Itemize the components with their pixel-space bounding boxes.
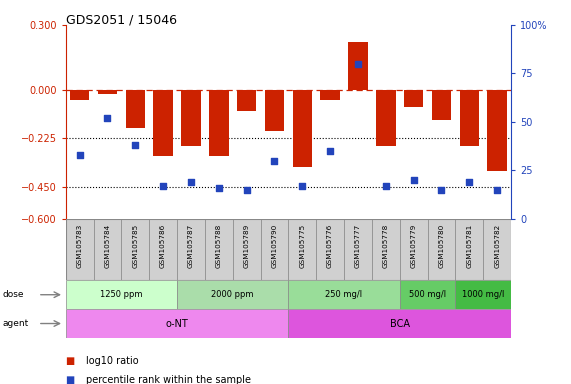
Bar bbox=[260, 219, 288, 280]
Bar bbox=[460, 89, 479, 146]
Point bbox=[409, 177, 418, 183]
Point bbox=[214, 185, 223, 191]
Point bbox=[353, 61, 363, 67]
Text: BCA: BCA bbox=[389, 318, 410, 329]
Point bbox=[103, 115, 112, 121]
Text: GSM105787: GSM105787 bbox=[188, 224, 194, 268]
Point bbox=[186, 179, 195, 185]
Text: agent: agent bbox=[3, 319, 29, 328]
Point bbox=[131, 142, 140, 148]
Bar bbox=[181, 89, 200, 146]
Bar bbox=[292, 89, 312, 167]
Point bbox=[297, 183, 307, 189]
Text: 500 mg/l: 500 mg/l bbox=[409, 290, 446, 299]
Text: dose: dose bbox=[3, 290, 25, 299]
Bar bbox=[400, 280, 456, 309]
Bar bbox=[400, 219, 428, 280]
Text: GSM105777: GSM105777 bbox=[355, 224, 361, 268]
Bar bbox=[66, 280, 177, 309]
Point bbox=[75, 152, 84, 158]
Bar bbox=[348, 42, 368, 89]
Bar bbox=[122, 219, 149, 280]
Bar bbox=[94, 219, 122, 280]
Bar bbox=[288, 309, 511, 338]
Text: GSM105780: GSM105780 bbox=[439, 224, 444, 268]
Bar bbox=[233, 219, 260, 280]
Text: 1250 ppm: 1250 ppm bbox=[100, 290, 143, 299]
Bar bbox=[177, 280, 288, 309]
Text: GSM105786: GSM105786 bbox=[160, 224, 166, 268]
Text: GDS2051 / 15046: GDS2051 / 15046 bbox=[66, 13, 176, 26]
Bar bbox=[154, 89, 173, 156]
Bar bbox=[209, 89, 228, 156]
Text: GSM105788: GSM105788 bbox=[216, 224, 222, 268]
Bar bbox=[428, 219, 456, 280]
Bar bbox=[288, 280, 400, 309]
Text: GSM105785: GSM105785 bbox=[132, 224, 138, 268]
Text: GSM105789: GSM105789 bbox=[244, 224, 250, 268]
Bar bbox=[432, 89, 451, 120]
Bar bbox=[404, 89, 423, 107]
Text: ■: ■ bbox=[66, 356, 78, 366]
Text: GSM105784: GSM105784 bbox=[104, 224, 110, 268]
Point bbox=[465, 179, 474, 185]
Text: GSM105778: GSM105778 bbox=[383, 224, 389, 268]
Bar bbox=[205, 219, 233, 280]
Bar bbox=[98, 89, 117, 94]
Bar bbox=[376, 89, 396, 146]
Text: ■: ■ bbox=[66, 375, 78, 384]
Text: GSM105776: GSM105776 bbox=[327, 224, 333, 268]
Text: percentile rank within the sample: percentile rank within the sample bbox=[86, 375, 251, 384]
Text: GSM105782: GSM105782 bbox=[494, 224, 500, 268]
Point bbox=[325, 148, 335, 154]
Text: 2000 ppm: 2000 ppm bbox=[211, 290, 254, 299]
Text: GSM105781: GSM105781 bbox=[467, 224, 472, 268]
Bar bbox=[483, 219, 511, 280]
Bar bbox=[66, 219, 94, 280]
Text: GSM105783: GSM105783 bbox=[77, 224, 83, 268]
Text: log10 ratio: log10 ratio bbox=[86, 356, 138, 366]
Bar bbox=[316, 219, 344, 280]
Point bbox=[437, 187, 446, 193]
Point bbox=[270, 157, 279, 164]
Point bbox=[493, 187, 502, 193]
Bar bbox=[177, 219, 205, 280]
Text: GSM105779: GSM105779 bbox=[411, 224, 417, 268]
Point bbox=[242, 187, 251, 193]
Bar bbox=[70, 89, 89, 100]
Text: o-NT: o-NT bbox=[166, 318, 188, 329]
Bar bbox=[320, 89, 340, 100]
Point bbox=[159, 183, 168, 189]
Bar bbox=[456, 219, 483, 280]
Bar bbox=[66, 309, 288, 338]
Bar bbox=[488, 89, 507, 172]
Text: 250 mg/l: 250 mg/l bbox=[325, 290, 363, 299]
Bar bbox=[456, 280, 511, 309]
Text: 1000 mg/l: 1000 mg/l bbox=[462, 290, 504, 299]
Bar bbox=[344, 219, 372, 280]
Bar bbox=[265, 89, 284, 131]
Text: GSM105775: GSM105775 bbox=[299, 224, 305, 268]
Text: GSM105790: GSM105790 bbox=[271, 224, 278, 268]
Point bbox=[381, 183, 391, 189]
Bar bbox=[126, 89, 145, 128]
Bar bbox=[372, 219, 400, 280]
Bar bbox=[149, 219, 177, 280]
Bar bbox=[237, 89, 256, 111]
Bar bbox=[288, 219, 316, 280]
